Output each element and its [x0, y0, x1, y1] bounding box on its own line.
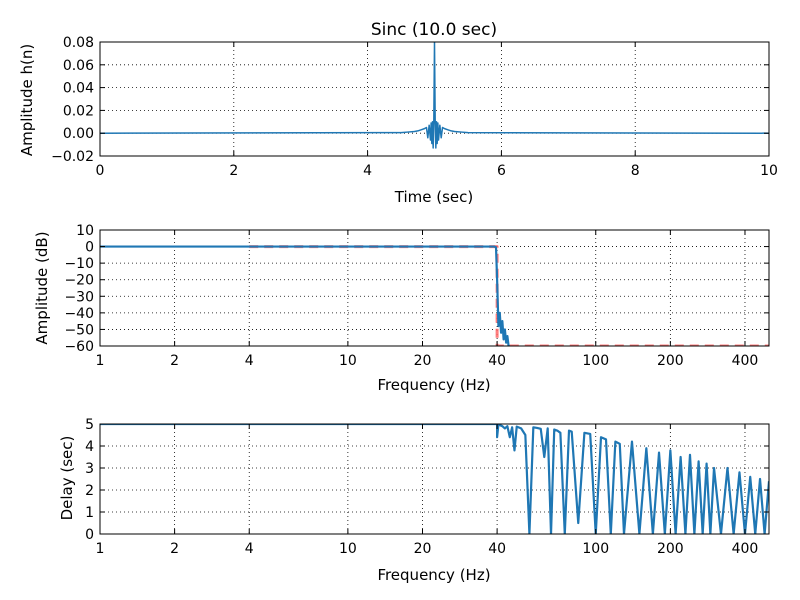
- y-tick-label: 0: [85, 240, 94, 256]
- y-tick-label: −50: [64, 322, 94, 338]
- x-tick-label: 2: [170, 353, 179, 369]
- x-tick-label: 20: [414, 541, 432, 557]
- plot-frame: [99, 423, 770, 535]
- x-tick-label: 200: [657, 541, 684, 557]
- y-tick-label: 10: [76, 223, 94, 239]
- series-line-1: [100, 245, 510, 346]
- y-axis-label: Amplitude (dB): [33, 231, 51, 344]
- x-tick-label: 400: [732, 353, 759, 369]
- y-tick-label: −40: [64, 306, 94, 322]
- x-axis-label: Frequency (Hz): [377, 376, 490, 394]
- x-tick-label: 1: [96, 541, 105, 557]
- y-tick-label: 0.08: [63, 35, 94, 51]
- x-tick-label: 100: [582, 353, 609, 369]
- y-axis-label: Amplitude h(n): [18, 44, 36, 156]
- x-tick-label: 10: [339, 541, 357, 557]
- y-tick-label: 0.06: [63, 58, 94, 74]
- x-axis-label: Frequency (Hz): [377, 566, 490, 584]
- plot-frame: [99, 41, 770, 157]
- x-tick-label: 40: [488, 353, 506, 369]
- impulse-response-panel: Sinc (10.0 sec) Time (sec) Amplitude h(n…: [18, 20, 778, 206]
- x-tick-label: 6: [497, 163, 506, 179]
- plot-frame: [99, 229, 770, 347]
- group-delay-panel: Frequency (Hz) Delay (sec) 1 2 4 10 20 40 100 2…: [58, 417, 770, 584]
- y-axis-label: Delay (sec): [58, 436, 76, 521]
- y-tick-label: 4: [85, 439, 94, 455]
- series-line-0: [249, 245, 769, 346]
- series-group: [100, 424, 769, 534]
- y-tick-label: −20: [64, 273, 94, 289]
- y-tick-label: 5: [85, 417, 94, 433]
- y-tick-label: −0.02: [51, 149, 94, 165]
- x-tick-label: 100: [582, 541, 609, 557]
- x-tick-label: 4: [245, 353, 254, 369]
- y-tick-label: 0.02: [63, 103, 94, 119]
- series-group: [100, 245, 769, 346]
- x-tick-label: 400: [732, 541, 759, 557]
- magnitude-response-panel: Frequency (Hz) Amplitude (dB) 1 2 4 10 20 40 1…: [33, 223, 770, 394]
- y-tick-label: −10: [64, 256, 94, 272]
- x-tick-label: 10: [760, 163, 778, 179]
- chart-title: Sinc (10.0 sec): [371, 20, 497, 40]
- y-tick-label: 2: [85, 483, 94, 499]
- x-tick-label: 10: [339, 353, 357, 369]
- x-tick-label: 4: [245, 541, 254, 557]
- series-line-0: [100, 424, 769, 534]
- y-tick-label: 1: [85, 505, 94, 521]
- y-tick-label: 0.00: [63, 126, 94, 142]
- x-tick-label: 20: [414, 353, 432, 369]
- series-group: [100, 42, 769, 149]
- x-tick-label: 8: [631, 163, 640, 179]
- x-tick-label: 1: [96, 353, 105, 369]
- x-axis-label: Time (sec): [394, 188, 473, 206]
- x-tick-label: 2: [170, 541, 179, 557]
- y-tick-label: 0: [85, 527, 94, 543]
- x-tick-label: 4: [363, 163, 372, 179]
- x-tick-label: 200: [657, 353, 684, 369]
- y-tick-label: 0.04: [63, 81, 94, 97]
- x-tick-label: 40: [488, 541, 506, 557]
- y-tick-label: −60: [64, 339, 94, 355]
- x-tick-label: 0: [96, 163, 105, 179]
- series-line-0: [100, 42, 769, 149]
- y-tick-label: 3: [85, 461, 94, 477]
- y-tick-label: −30: [64, 289, 94, 305]
- x-tick-label: 2: [229, 163, 238, 179]
